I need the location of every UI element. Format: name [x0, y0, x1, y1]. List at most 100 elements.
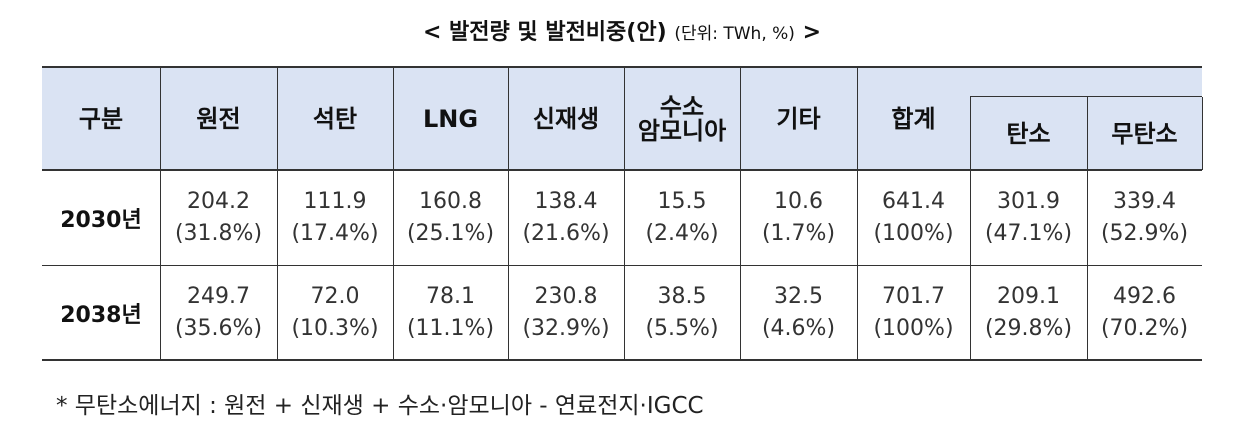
data-cell: 209.1 (29.8%) [970, 265, 1087, 360]
value: 10.6 [774, 188, 823, 214]
value: 230.8 [534, 283, 598, 309]
share: (47.1%) [984, 220, 1073, 246]
share: (10.3%) [291, 315, 379, 341]
row-label: 2038년 [42, 265, 160, 360]
value: 301.9 [997, 188, 1060, 214]
row-label: 2030년 [42, 170, 160, 265]
header-cell: 구분 [42, 67, 160, 170]
title-close: > [802, 20, 822, 45]
header-cell: 수소 암모니아 [624, 67, 740, 170]
data-cell: 15.5 (2.4%) [624, 170, 740, 265]
value: 209.1 [997, 283, 1060, 309]
value: 138.4 [534, 188, 598, 214]
border-bottom [42, 359, 1202, 361]
header-text: 탄소 [1006, 119, 1051, 148]
share: (52.9%) [1100, 220, 1189, 246]
header-cell: 합계 [857, 67, 970, 170]
value: 38.5 [657, 283, 707, 309]
data-cell: 10.6 (1.7%) [740, 170, 857, 265]
header-cell: 원전 [160, 67, 277, 170]
data-cell: 32.5 (4.6%) [740, 265, 857, 360]
data-cell: 249.7 (35.6%) [160, 265, 277, 360]
share: (21.6%) [522, 220, 610, 246]
row-label-text: 2030년 [60, 207, 142, 233]
share: (25.1%) [406, 220, 495, 246]
value: 72.0 [310, 283, 360, 309]
header-cell: 무탄소 [1087, 97, 1202, 170]
header-cell: 석탄 [277, 67, 393, 170]
share: (1.7%) [761, 220, 836, 246]
col-rule [857, 67, 858, 360]
col-rule [970, 97, 971, 360]
share: (100%) [873, 315, 954, 341]
value: 701.7 [882, 283, 945, 309]
value: 160.8 [419, 188, 482, 214]
data-cell: 339.4 (52.9%) [1087, 170, 1202, 265]
header-text: 신재생 [532, 104, 600, 133]
value: 641.4 [882, 188, 945, 214]
header-text: 합계 [891, 104, 936, 133]
col-rule [277, 67, 278, 360]
header-text: 원전 [196, 104, 241, 133]
header-text: 무탄소 [1111, 119, 1178, 148]
header-text: 석탄 [312, 104, 358, 133]
share: (100%) [873, 220, 954, 246]
value: 249.7 [187, 283, 250, 309]
header-cell: 기타 [740, 67, 857, 170]
header-cell: 신재생 [508, 67, 624, 170]
col-rule [393, 67, 394, 360]
data-cell: 301.9 (47.1%) [970, 170, 1087, 265]
value: 204.2 [187, 188, 250, 214]
col-rule [1202, 97, 1203, 170]
header-cell: LNG [393, 67, 508, 170]
border-top [42, 66, 1202, 68]
share: (2.4%) [645, 220, 719, 246]
data-cell: 492.6 (70.2%) [1087, 265, 1202, 360]
share: (31.8%) [174, 220, 263, 246]
value: 15.5 [657, 188, 707, 214]
header-text: 암모니아 [637, 116, 727, 145]
title-main: < 발전량 및 발전비중(안) [422, 20, 667, 45]
sub-rule [970, 96, 1202, 97]
data-cell: 204.2 (31.8%) [160, 170, 277, 265]
row-label-text: 2038년 [60, 302, 142, 328]
value: 339.4 [1113, 188, 1176, 214]
value: 111.9 [303, 188, 367, 214]
col-rule [508, 67, 509, 360]
header-text: 수소 [659, 92, 705, 121]
share: (5.5%) [645, 315, 719, 341]
footnote: * 무탄소에너지 : 원전 + 신재생 + 수소·암모니아 - 연료전지·IGC… [56, 393, 704, 419]
data-cell: 160.8 (25.1%) [393, 170, 508, 265]
share: (32.9%) [522, 315, 610, 341]
row-rule [42, 265, 1202, 266]
share: (17.4%) [291, 220, 379, 246]
data-cell: 72.0 (10.3%) [277, 265, 393, 360]
title: < 발전량 및 발전비중(안) (단위: TWh, %) > [0, 14, 1244, 46]
share: (29.8%) [984, 315, 1073, 341]
data-cell: 641.4 (100%) [857, 170, 970, 265]
data-cell: 230.8 (32.9%) [508, 265, 624, 360]
share: (35.6%) [174, 315, 263, 341]
title-unit: (단위: TWh, %) [674, 24, 795, 44]
data-cell: 78.1 (11.1%) [393, 265, 508, 360]
data-cell: 111.9 (17.4%) [277, 170, 393, 265]
col-rule [740, 67, 741, 360]
share: (70.2%) [1100, 315, 1189, 341]
header-text: 기타 [776, 104, 821, 133]
header-rule [42, 169, 1202, 171]
header-text: LNG [422, 104, 479, 133]
col-rule [1087, 97, 1088, 360]
data-cell: 701.7 (100%) [857, 265, 970, 360]
share: (11.1%) [406, 315, 495, 341]
share: (4.6%) [761, 315, 836, 341]
col-rule [160, 67, 161, 360]
data-cell: 138.4 (21.6%) [508, 170, 624, 265]
header-cell: 탄소 [970, 97, 1087, 170]
value: 32.5 [774, 283, 823, 309]
value: 492.6 [1113, 283, 1176, 309]
col-rule [624, 67, 625, 360]
header-text: 구분 [78, 104, 124, 133]
value: 78.1 [426, 283, 475, 309]
